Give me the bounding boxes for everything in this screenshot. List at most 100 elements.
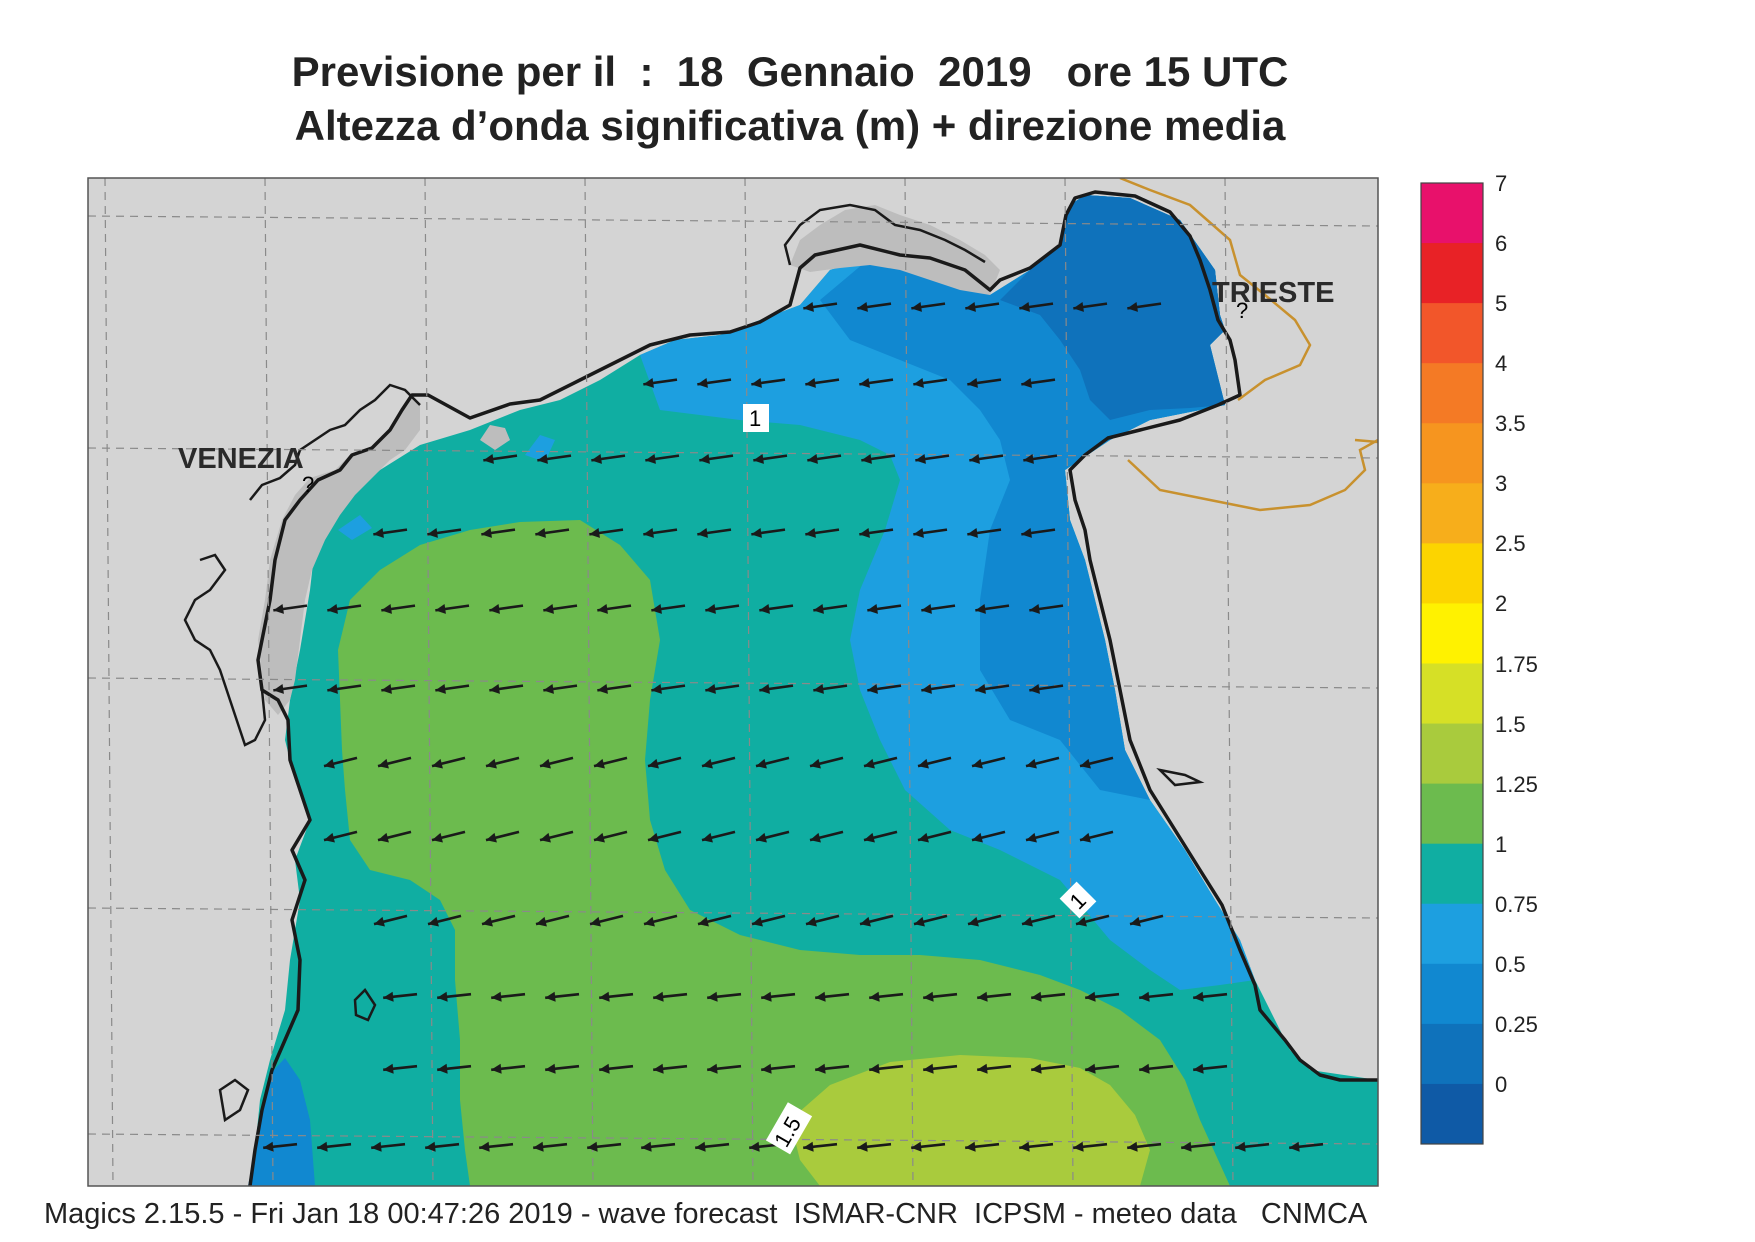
wave-direction-arrow [377, 756, 412, 769]
parallel-line [88, 677, 1378, 689]
colorbar-tick-label: 1.5 [1495, 711, 1526, 737]
meridian-line [584, 178, 594, 1186]
wave-direction-arrow [535, 528, 570, 538]
wave-direction-arrow [317, 1141, 352, 1152]
wave-direction-arrow [591, 454, 626, 464]
wave-direction-arrow [545, 1063, 580, 1074]
wave-direction-arrow [1139, 991, 1174, 1002]
wave-direction-arrow [645, 454, 680, 464]
colorbar-swatch [1421, 603, 1483, 664]
wave-direction-arrow [1181, 1141, 1216, 1152]
wave-direction-arrow [593, 756, 628, 769]
colorbar-tick-label: 4 [1495, 351, 1508, 377]
lagoon-venezia [258, 395, 420, 715]
wave-direction-arrow [697, 378, 732, 388]
wave-direction-arrow [1085, 991, 1120, 1002]
wave-direction-arrow [481, 528, 516, 538]
wave-direction-arrow [965, 1141, 1000, 1152]
wave-direction-arrow [587, 1141, 622, 1152]
wave-direction-arrow [489, 604, 524, 614]
wave-height-0.75-1 [248, 1058, 315, 1186]
colorbar-tick-label: 5 [1495, 291, 1508, 317]
wave-direction-arrow [751, 528, 786, 538]
wave-direction-arrow [911, 302, 946, 312]
map-subtitle: Altezza d’onda significativa (m) + direz… [294, 102, 1286, 149]
wave-direction-arrow [1021, 378, 1056, 388]
wave-direction-arrow [1021, 528, 1056, 538]
wave-direction-arrow [857, 1141, 892, 1152]
colorbar-tick-label: 6 [1495, 231, 1508, 257]
wave-direction-arrow [1129, 914, 1164, 927]
island [480, 425, 510, 450]
wave-direction-arrow [805, 528, 840, 538]
footer-credits: Magics 2.15.5 - Fri Jan 18 00:47:26 2019… [44, 1198, 1368, 1230]
wave-direction-arrow [815, 1063, 850, 1074]
wave-direction-arrow [977, 1063, 1012, 1074]
meridian-line [1224, 178, 1234, 1186]
wave-direction-arrow [1193, 1063, 1228, 1074]
wave-direction-arrow [1235, 1141, 1270, 1152]
wave-direction-arrow [975, 684, 1010, 694]
wave-direction-arrow [481, 914, 516, 927]
graticule [88, 178, 1378, 1186]
meridian-line [424, 178, 434, 1186]
colorbar-swatch [1421, 183, 1483, 244]
colorbar-swatch [1421, 723, 1483, 785]
wave-direction-arrow [545, 991, 580, 1002]
colorbar-swatch [1421, 963, 1483, 1025]
wave-direction-arrow [437, 1063, 472, 1074]
wave-direction-arrow [917, 756, 952, 769]
wave-direction-arrow [1085, 1063, 1120, 1074]
wave-direction-arrow [651, 604, 686, 614]
wave-direction-arrow [759, 604, 794, 614]
wave-direction-arrow [371, 1141, 406, 1152]
wave-direction-arrow [707, 991, 742, 1002]
wave-direction-arrow [975, 604, 1010, 614]
map-frame [87, 177, 1379, 1187]
colorbar-swatch [1421, 1023, 1483, 1085]
colorbar-swatch [1421, 903, 1483, 965]
wave-direction-arrow [273, 684, 308, 694]
wave-direction-arrow [921, 684, 956, 694]
wave-direction-arrow [1025, 756, 1060, 769]
wave-direction-arrow [805, 914, 840, 927]
wave-direction-arrow [427, 528, 462, 538]
wave-direction-arrow [971, 756, 1006, 769]
coastline [248, 190, 1378, 1186]
wave-direction-arrow [653, 1063, 688, 1074]
colorbar-tick-label: 2.5 [1495, 531, 1526, 557]
wave-direction-arrow [435, 604, 470, 614]
wave-direction-arrow [539, 756, 574, 769]
wave-direction-arrow [915, 454, 950, 464]
wave-direction-arrow [807, 454, 842, 464]
wave-direction-arrow [1079, 756, 1114, 769]
meridian-line [744, 178, 754, 1186]
wave-direction-arrow [485, 756, 520, 769]
wave-direction-arrow [1025, 830, 1060, 843]
wave-direction-arrow [809, 756, 844, 769]
wave-direction-arrow [327, 604, 362, 614]
wave-direction-arrow [539, 830, 574, 843]
parallel-line [88, 1133, 1378, 1145]
colorbar-swatch [1421, 363, 1483, 424]
wave-direction-arrow [485, 830, 520, 843]
city-label-venezia: VENEZIA [178, 443, 304, 475]
wave-direction-arrow [859, 914, 894, 927]
wave-direction-arrow [491, 1063, 526, 1074]
wave-direction-arrow [1073, 1141, 1108, 1152]
wave-height-0.25-0.5 [1000, 195, 1225, 420]
meridian-line [1064, 178, 1074, 1186]
wave-direction-arrow [535, 914, 570, 927]
contour-label: 1 [743, 404, 769, 432]
wave-direction-arrow [755, 830, 790, 843]
wave-direction-arrow [867, 604, 902, 614]
wave-direction-arrow [707, 1063, 742, 1074]
lagoon-outline [1156, 767, 1205, 787]
colorbar-tick-label: 3 [1495, 471, 1508, 497]
wave-direction-arrow [641, 1141, 676, 1152]
wave-direction-arrow [383, 991, 418, 1002]
colorbar-swatch [1421, 783, 1483, 845]
wave-direction-arrow [701, 756, 736, 769]
wave-direction-arrow [647, 830, 682, 843]
lagoon-outline [218, 1078, 250, 1123]
